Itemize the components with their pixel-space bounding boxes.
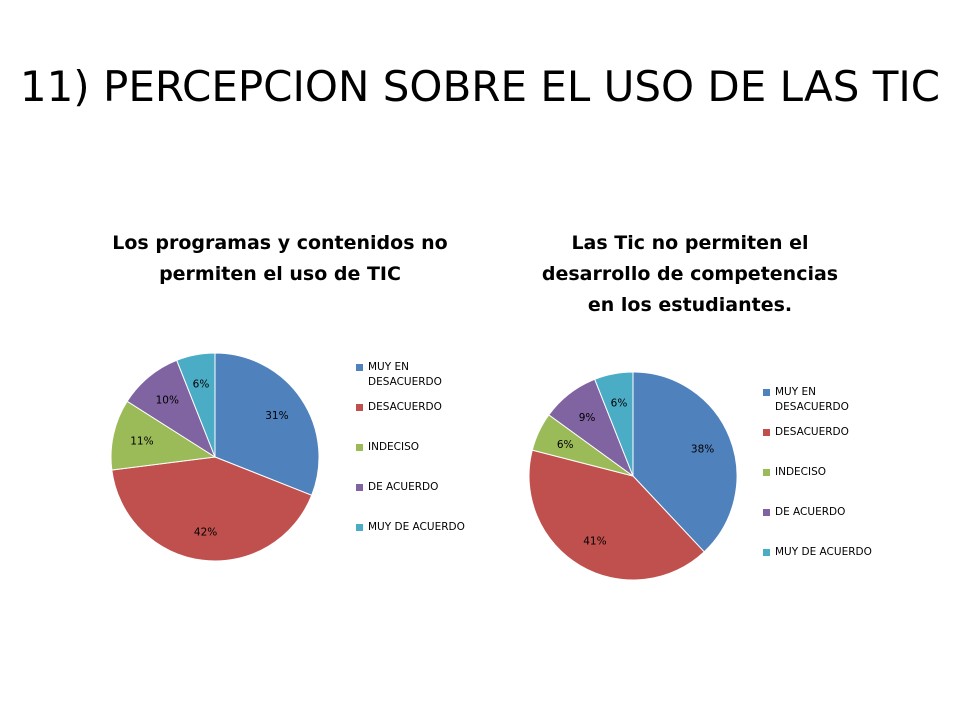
legend-swatch [356,484,363,491]
chart-title-line: permiten el uso de TIC [159,263,401,285]
data-label-de-acuerdo: 9% [579,412,596,424]
legend-swatch [356,364,363,371]
pie-slice-desacuerdo [528,449,705,581]
pie-chart-competencias: Las Tic no permiten el desarrollo de com… [480,0,960,720]
legend-swatch [763,549,770,556]
legend-label: MUY DE ACUERDO [775,546,872,558]
chart-title: Las Tic no permiten el desarrollo de com… [520,228,860,321]
legend-swatch [763,389,770,396]
pie-slice-muy-de-acuerdo [176,352,216,458]
legend-item-de-acuerdo: DE ACUERDO [763,505,875,520]
data-label-muy-de-acuerdo: 6% [193,378,210,390]
data-label-muy-en-desacuerdo: 31% [265,410,288,422]
slide-title: 11) PERCEPCION SOBRE EL USO DE LAS TIC [19,62,941,111]
data-label-desacuerdo: 42% [194,526,217,538]
legend-label: MUY EN DESACUERDO [368,361,442,388]
legend-swatch [356,524,363,531]
legend-label: INDECISO [368,441,420,453]
legend-item-muy-en-desacuerdo: MUY EN DESACUERDO [356,360,468,390]
legend-item-indeciso: INDECISO [356,440,468,455]
legend-item-desacuerdo: DESACUERDO [356,400,468,415]
legend-item-desacuerdo: DESACUERDO [763,425,875,440]
chart-title-line: desarrollo de competencias [541,263,839,285]
legend-item-muy-de-acuerdo: MUY DE ACUERDO [763,545,875,560]
chart-title: Los programas y contenidos no permiten e… [100,228,460,290]
pie-slice-indeciso [110,400,217,471]
legend-item-muy-de-acuerdo: MUY DE ACUERDO [356,520,468,535]
legend-swatch [356,404,363,411]
legend-swatch [763,429,770,436]
legend-item-muy-en-desacuerdo: MUY EN DESACUERDO [763,385,875,415]
data-label-de-acuerdo: 10% [156,394,179,406]
pie-slice-muy-de-acuerdo [594,371,634,477]
data-label-muy-de-acuerdo: 6% [611,397,628,409]
legend-label: MUY EN DESACUERDO [775,386,849,413]
pie-slice-muy-en-desacuerdo [214,352,320,496]
legend-label: DE ACUERDO [368,481,439,493]
pie-slice-muy-en-desacuerdo [632,371,738,553]
legend-swatch [763,509,770,516]
legend-swatch [763,469,770,476]
data-label-indeciso: 11% [130,436,153,448]
chart-title-line: en los estudiantes. [587,294,793,316]
pie-slice-desacuerdo [111,456,313,562]
legend-item-indeciso: INDECISO [763,465,875,480]
legend-label: INDECISO [775,466,827,478]
legend-item-de-acuerdo: DE ACUERDO [356,480,468,495]
legend-label: DESACUERDO [775,426,849,438]
chart-title-line: Los programas y contenidos no [112,232,448,254]
pie-chart-programas: Los programas y contenidos no permiten e… [100,228,468,562]
legend-label: MUY DE ACUERDO [368,521,465,533]
pie-plot: 38% 41% 6% 9% 6% [528,371,738,581]
legend-label: DESACUERDO [368,401,442,413]
legend-label: DE ACUERDO [775,506,846,518]
data-label-muy-en-desacuerdo: 38% [691,443,714,455]
chart-title-line: Las Tic no permiten el [571,232,809,254]
pie-plot: 31% 42% 11% 10% 6% [110,352,320,562]
data-label-indeciso: 6% [557,439,574,451]
legend-swatch [356,444,363,451]
data-label-desacuerdo: 41% [583,536,606,548]
